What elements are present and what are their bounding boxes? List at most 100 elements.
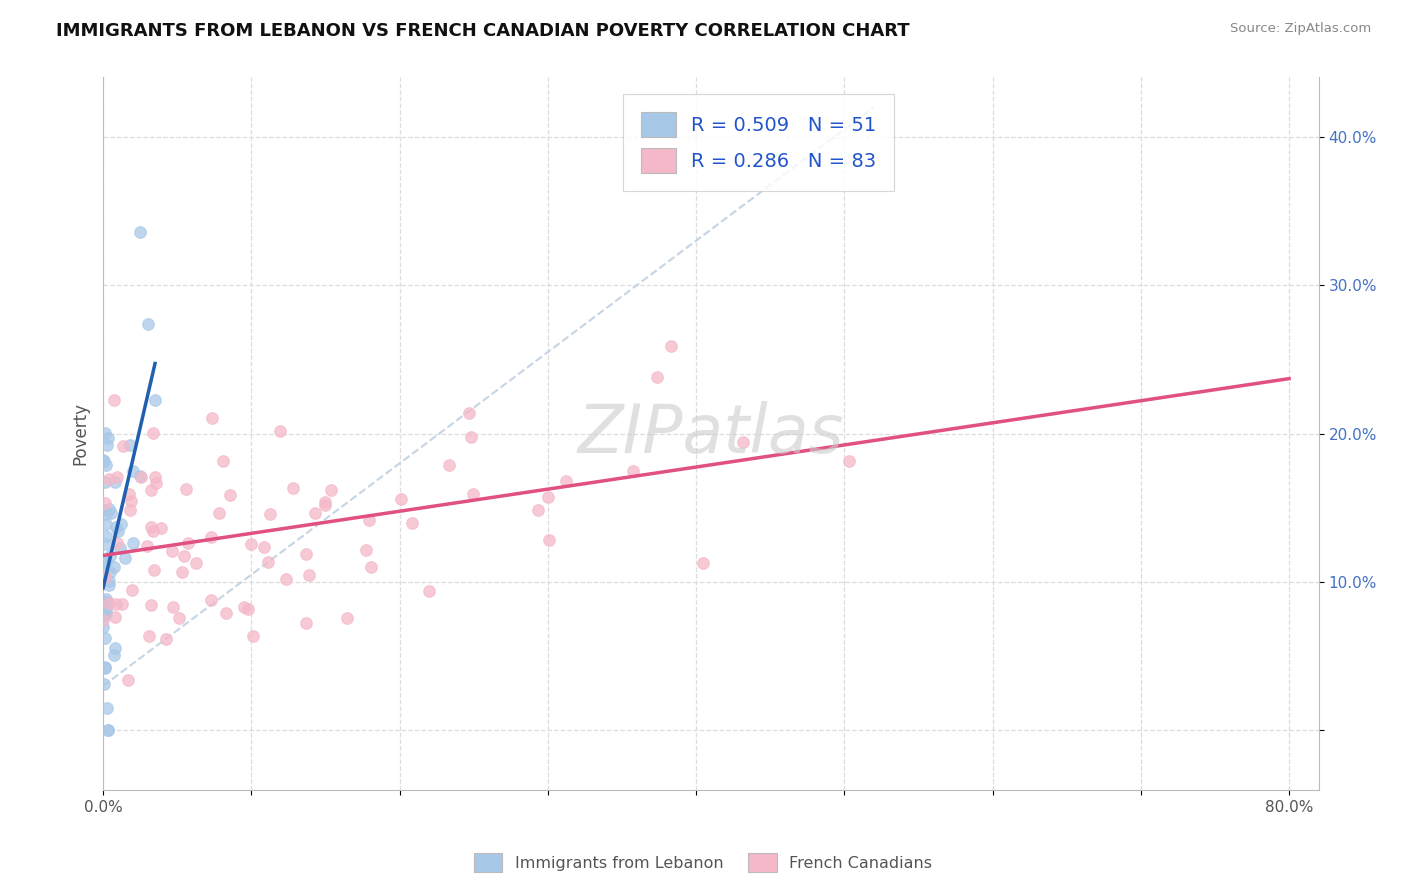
Legend: R = 0.509   N = 51, R = 0.286   N = 83: R = 0.509 N = 51, R = 0.286 N = 83 (623, 95, 894, 191)
Point (91, 613, 114, 627)
Point (242, 629, 264, 643)
Point (94, 592, 117, 607)
Point (98, 565, 121, 579)
Point (96, 529, 118, 543)
Point (103, 648, 125, 662)
Point (212, 453, 235, 467)
Point (98, 578, 121, 592)
Y-axis label: Poverty: Poverty (72, 402, 89, 465)
Point (200, 592, 222, 607)
Point (173, 549, 195, 563)
Point (129, 225, 152, 239)
Point (174, 482, 197, 496)
Point (96, 607, 118, 621)
Point (389, 491, 412, 506)
Point (155, 632, 177, 646)
Point (100, 506, 122, 520)
Point (141, 599, 163, 613)
Point (96, 700, 118, 714)
Point (460, 430, 482, 444)
Text: Source: ZipAtlas.com: Source: ZipAtlas.com (1230, 22, 1371, 36)
Point (538, 533, 561, 547)
Point (93, 555, 115, 569)
Point (94, 516, 117, 531)
Point (259, 507, 281, 521)
Point (94, 632, 117, 646)
Point (118, 438, 141, 452)
Point (253, 541, 276, 555)
Point (93, 565, 115, 579)
Point (121, 464, 143, 478)
Point (117, 673, 139, 688)
Point (142, 426, 165, 441)
Point (91, 453, 114, 467)
Point (129, 469, 152, 483)
Point (838, 454, 860, 468)
Point (184, 556, 207, 570)
Point (108, 541, 131, 556)
Point (136, 317, 159, 331)
Point (239, 537, 262, 551)
Point (215, 607, 238, 621)
Point (356, 542, 378, 557)
Point (98, 501, 121, 516)
Point (527, 503, 550, 517)
Point (659, 338, 682, 352)
Point (94, 553, 117, 567)
Point (360, 559, 382, 574)
Point (93, 594, 115, 608)
Point (170, 565, 193, 579)
Point (118, 486, 141, 500)
Point (94, 458, 117, 473)
Point (142, 524, 165, 538)
Point (731, 435, 754, 450)
Point (142, 564, 165, 578)
Point (93, 620, 115, 634)
Point (143, 392, 166, 407)
Point (98, 549, 121, 563)
Point (149, 521, 172, 535)
Point (129, 468, 152, 483)
Point (692, 556, 714, 570)
Point (621, 464, 644, 478)
Point (162, 600, 184, 615)
Point (138, 629, 160, 643)
Point (200, 530, 222, 544)
Point (120, 493, 142, 508)
Point (97, 574, 120, 589)
Point (295, 615, 318, 630)
Point (201, 411, 224, 425)
Text: ZIPatlas: ZIPatlas (578, 401, 844, 467)
Point (167, 611, 190, 625)
Point (94, 602, 117, 616)
Point (107, 524, 129, 538)
Point (96, 437, 118, 451)
Point (96, 595, 118, 609)
Point (336, 611, 359, 625)
Point (97, 596, 120, 610)
Point (135, 539, 157, 553)
Legend: Immigrants from Lebanon, French Canadians: Immigrants from Lebanon, French Canadian… (465, 845, 941, 880)
Point (94, 426, 117, 441)
Point (294, 547, 316, 561)
Point (218, 488, 240, 502)
Point (93, 676, 115, 690)
Point (118, 503, 141, 517)
Point (94, 537, 117, 551)
Point (357, 513, 380, 527)
Point (121, 536, 143, 550)
Point (236, 602, 259, 616)
Point (93, 453, 115, 467)
Point (104, 609, 127, 624)
Point (105, 520, 128, 534)
Point (114, 551, 136, 566)
Point (304, 506, 326, 520)
Point (121, 582, 143, 597)
Point (314, 495, 336, 509)
Point (298, 568, 321, 582)
Point (437, 458, 460, 472)
Point (112, 439, 135, 453)
Point (418, 584, 440, 599)
Point (143, 469, 166, 483)
Point (233, 600, 256, 615)
